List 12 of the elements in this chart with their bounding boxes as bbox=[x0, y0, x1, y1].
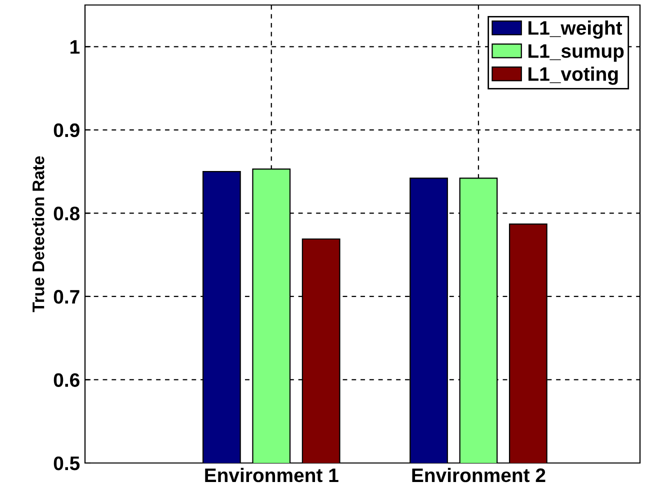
y-tick-label: 0.8 bbox=[54, 206, 80, 220]
y-tick-label: 0.7 bbox=[54, 290, 80, 304]
y-tick-label: 0.6 bbox=[54, 373, 80, 387]
legend-label: L1_weight bbox=[528, 20, 622, 39]
y-tick-label: 0.5 bbox=[54, 456, 80, 470]
y-axis-title: True Detection Rate bbox=[32, 156, 44, 312]
legend-label: L1_sumup bbox=[528, 44, 624, 62]
x-tick-label: Environment 1 bbox=[205, 468, 338, 482]
legend-label: L1_voting bbox=[528, 66, 618, 85]
x-tick-label: Environment 2 bbox=[412, 468, 546, 482]
y-tick-label: 0.9 bbox=[54, 123, 80, 138]
y-tick-label: 1 bbox=[70, 40, 80, 54]
